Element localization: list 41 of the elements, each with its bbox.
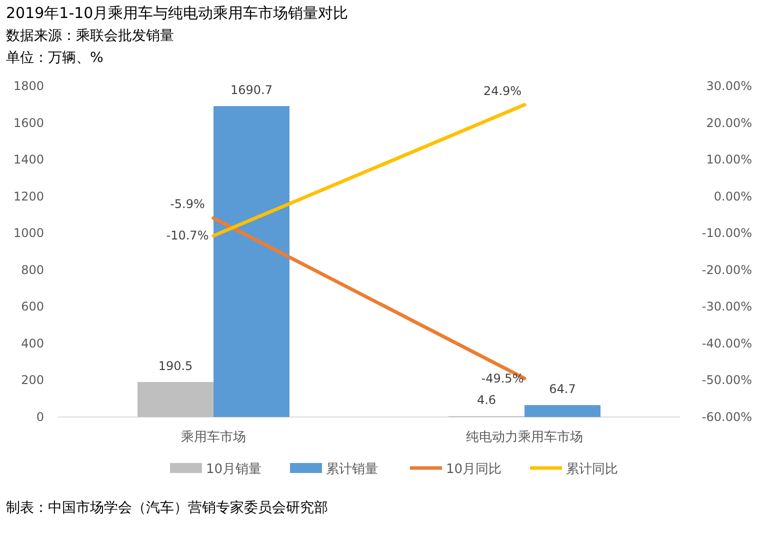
y2-tick-label: -30.00% xyxy=(702,300,752,314)
text: 单位：万辆、% xyxy=(6,50,104,66)
legend-label: 累计销量 xyxy=(326,462,378,477)
y2-tick-label: -10.00% xyxy=(702,226,752,240)
y2-tick-label: -60.00% xyxy=(702,410,752,424)
y-tick-label: 1600 xyxy=(13,116,44,130)
chart-title: 2019年1-10月乘用车与纯电动乘用车市场销量对比 xyxy=(6,4,348,22)
data-label: 24.9% xyxy=(483,84,522,98)
y-tick-label: 0 xyxy=(36,410,44,424)
y-tick-label: 200 xyxy=(21,373,44,388)
x-tick-label: 乘用车市场 xyxy=(181,430,246,445)
data-label: 1690.7 xyxy=(230,83,272,98)
bar xyxy=(214,106,290,417)
legend-label: 10月销量 xyxy=(206,462,262,477)
y-tick-label: 800 xyxy=(21,262,44,277)
legend-label: 10月同比 xyxy=(446,462,502,477)
text: 制表：中国市场学会（汽车）营销专家委员会研究部 xyxy=(6,500,328,516)
bar xyxy=(524,405,600,417)
data-label: 64.7 xyxy=(549,382,576,396)
y2-tick-label: -20.00% xyxy=(702,262,752,277)
y-tick-label: 1200 xyxy=(13,189,44,204)
data-label: 4.6 xyxy=(476,393,496,408)
y2-tick-label: 10.00% xyxy=(706,152,752,167)
bar xyxy=(138,382,214,417)
y-tick-label: 1800 xyxy=(13,79,44,93)
data-label: 190.5 xyxy=(158,358,193,373)
data-label: -49.5% xyxy=(481,371,524,386)
data-label: -5.9% xyxy=(170,197,205,212)
y2-tick-label: -40.00% xyxy=(702,336,752,350)
y2-tick-label: 20.00% xyxy=(706,116,752,130)
chart-subtitle: 数据来源：乘联会批发销量 xyxy=(6,28,174,44)
y2-tick-label: -50.00% xyxy=(702,373,752,388)
legend-label: 累计同比 xyxy=(566,462,618,477)
y-tick-label: 600 xyxy=(21,300,44,314)
x-tick-label: 纯电动力乘用车市场 xyxy=(466,430,583,445)
y-tick-label: 1400 xyxy=(13,152,44,167)
y-tick-label: 400 xyxy=(21,336,44,350)
y-tick-label: 1000 xyxy=(13,226,44,240)
y2-tick-label: 0.00% xyxy=(714,189,752,204)
data-label: -10.7% xyxy=(166,228,209,243)
y2-tick-label: 30.00% xyxy=(706,79,752,93)
